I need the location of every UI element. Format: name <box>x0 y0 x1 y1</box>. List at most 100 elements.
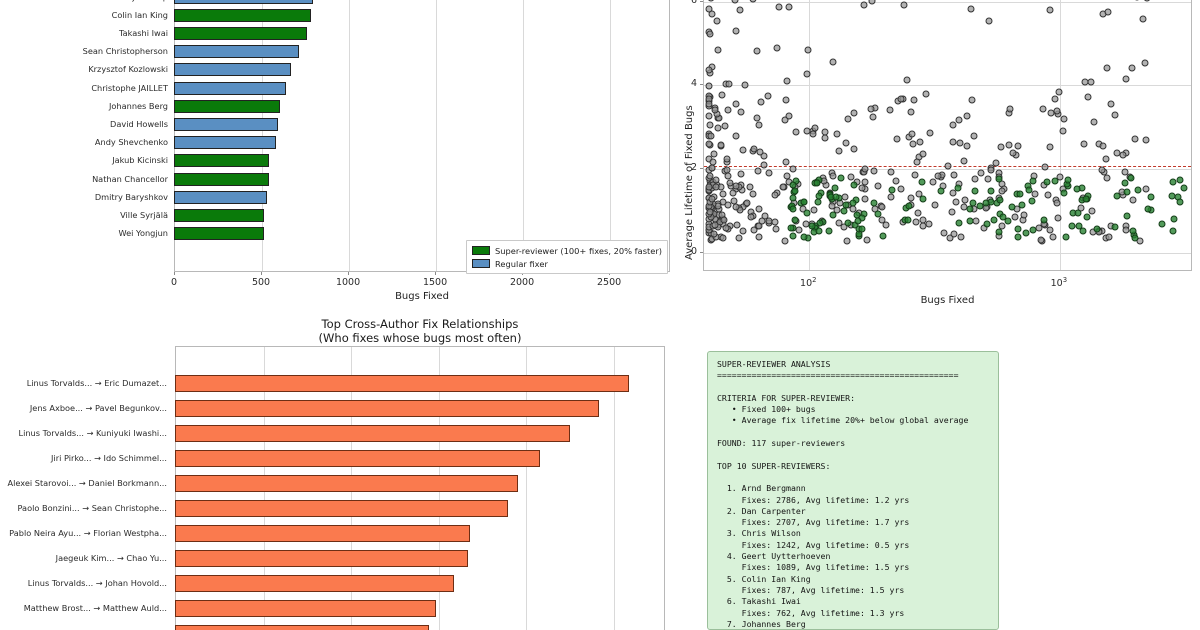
report-line: • Average fix lifetime 20%+ below global… <box>717 415 969 426</box>
scatter-point-super-reviewer <box>976 202 984 210</box>
scatter-point-super-reviewer <box>1022 229 1030 237</box>
scatter-point-super-reviewer <box>813 179 821 187</box>
tick-mark <box>700 168 703 170</box>
scatter-point-regular <box>829 58 837 66</box>
scatter-point-super-reviewer <box>1170 215 1178 223</box>
scatter-point-super-reviewer <box>996 196 1004 204</box>
report-line <box>717 472 990 483</box>
scatter-point-regular <box>900 1 908 9</box>
top-fixer-bar <box>174 136 277 150</box>
report-line: 3. Chris Wilson <box>717 528 801 539</box>
scatter-point-regular <box>1046 6 1054 14</box>
cross-author-label: Jens Axboe... → Pavel Begunkov... <box>29 403 167 413</box>
gridline-horizontal <box>704 1 1191 3</box>
scatter-point-regular <box>773 44 781 52</box>
scatter-point-regular <box>1049 233 1057 241</box>
scatter-point-regular <box>781 116 789 124</box>
scatter-point-regular <box>821 134 829 142</box>
scatter-point-regular <box>863 236 871 244</box>
cross-author-bar <box>175 524 470 543</box>
y-tick-label: 0 <box>690 246 697 258</box>
scatter-point-regular <box>772 225 780 233</box>
scatter-point-super-reviewer <box>1129 227 1137 235</box>
report-line: ========================================… <box>717 370 959 381</box>
scatter-point-super-reviewer <box>1016 190 1024 198</box>
scatter-point-regular <box>850 109 858 117</box>
gridline-vertical <box>526 347 527 630</box>
scatter-point-regular <box>739 227 747 235</box>
scatter-point-regular <box>949 121 957 129</box>
legend-label-regular-fixer: Regular fixer <box>495 258 548 269</box>
tick-mark <box>261 272 263 275</box>
scatter-point-super-reviewer <box>919 195 927 203</box>
scatter-point-super-reviewer <box>1123 212 1131 220</box>
scatter-point-regular <box>771 191 779 199</box>
scatter-point-regular <box>1009 149 1016 157</box>
scatter-point-regular <box>887 168 895 176</box>
scatter-point-regular <box>705 82 713 90</box>
scatter-point-super-reviewer <box>831 184 839 192</box>
scatter-point-regular <box>919 150 927 158</box>
scatter-point-super-reviewer <box>1158 220 1166 228</box>
cross-author-label: Linus Torvalds... → Kuniyuki Iwashi... <box>18 428 167 438</box>
scatter-point-regular <box>992 159 1000 167</box>
scatter-point-regular <box>758 217 766 225</box>
scatter-point-regular <box>723 155 731 163</box>
scatter-point-regular <box>887 193 895 201</box>
scatter-point-super-reviewer <box>1043 178 1051 186</box>
top-fixer-label: Randy Dunlap <box>0 0 168 1</box>
scatter-point-regular <box>717 141 725 149</box>
top-fixers-legend: Super-reviewer (100+ fixes, 20% faster) … <box>466 240 669 274</box>
scatter-point-regular <box>1039 105 1047 113</box>
x-tick-label: 2500 <box>596 277 622 288</box>
scatter-point-super-reviewer <box>840 207 848 215</box>
scatter-point-regular <box>914 209 921 217</box>
scatter-point-super-reviewer <box>1014 233 1022 241</box>
scatter-point-regular <box>765 217 773 225</box>
scatter-point-regular <box>910 96 918 104</box>
scatter-point-regular <box>912 218 920 226</box>
scatter-point-super-reviewer <box>969 199 977 207</box>
scatter-point-regular <box>1020 211 1028 219</box>
scatter-point-regular <box>736 206 744 214</box>
scatter-point-regular <box>913 158 921 166</box>
scatter-point-super-reviewer <box>1018 201 1026 209</box>
scatter-point-super-reviewer <box>999 213 1007 221</box>
scatter-point-regular <box>882 221 890 229</box>
top-fixer-bar <box>174 99 280 113</box>
scatter-point-regular <box>861 178 869 186</box>
scatter-point-regular <box>750 145 758 153</box>
gridline-vertical <box>523 0 525 271</box>
scatter-point-super-reviewer <box>787 224 795 232</box>
scatter-point-super-reviewer <box>1113 192 1121 200</box>
scatter-point-regular <box>708 164 716 172</box>
scatter-point-super-reviewer <box>1074 209 1082 217</box>
scatter-point-super-reviewer <box>1025 186 1033 194</box>
scatter-point-regular <box>1142 136 1150 144</box>
gridline-vertical <box>610 0 612 271</box>
scatter-point-regular <box>729 189 737 197</box>
scatter-point-super-reviewer <box>1060 189 1068 197</box>
scatter-point-super-reviewer <box>1147 193 1155 201</box>
scatter-point-regular <box>755 121 763 128</box>
scatter-point-super-reviewer <box>1064 176 1072 184</box>
scatter-point-regular <box>1005 141 1013 149</box>
scatter-point-regular <box>1051 95 1059 103</box>
scatter-point-regular <box>916 138 924 146</box>
x-tick-label: 102 <box>800 276 817 290</box>
scatter-point-regular <box>764 92 772 100</box>
scatter-point-super-reviewer <box>832 193 840 201</box>
top-fixer-bar <box>174 227 264 241</box>
scatter-point-super-reviewer <box>966 205 974 213</box>
scatter-point-super-reviewer <box>874 210 882 218</box>
gridline-vertical <box>1059 0 1061 270</box>
top-fixer-label: Colin Ian King <box>111 9 168 20</box>
scatter-point-super-reviewer <box>1176 198 1184 206</box>
scatter-point-regular <box>867 105 875 113</box>
scatter-point-regular <box>737 108 745 116</box>
scatter-point-super-reviewer <box>825 227 833 235</box>
top-fixer-label: Johannes Berg <box>109 100 168 111</box>
scatter-point-super-reviewer <box>1169 178 1177 186</box>
top-fixers-chart: Randy Dunlap Colin Ian King Takashi Iwai Se… <box>0 0 670 310</box>
scatter-point-regular <box>733 221 741 229</box>
